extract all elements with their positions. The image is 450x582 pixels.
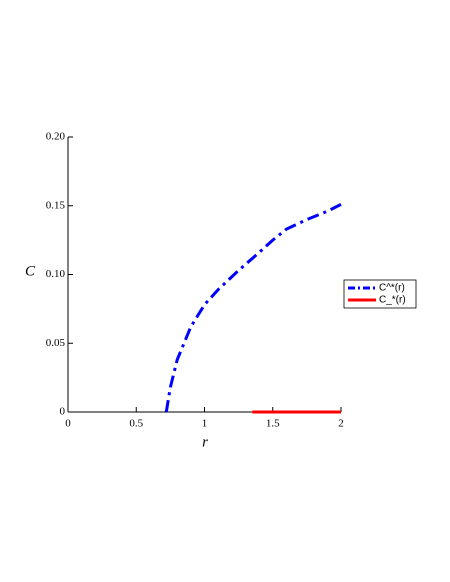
y-tick-label: 0.15 [46, 199, 66, 211]
legend-label: C^*(r) [379, 283, 405, 294]
series-line [164, 203, 342, 413]
legend-label: C_*(r) [379, 295, 406, 306]
x-tick-label: 1 [202, 418, 208, 430]
x-tick-label: 2 [338, 418, 344, 430]
x-axis-label: r [202, 434, 208, 450]
y-tick-label: 0.20 [46, 131, 66, 143]
y-tick-label: 0.05 [46, 337, 66, 349]
y-tick-label: 0.10 [46, 268, 66, 280]
x-tick-label: 0.5 [129, 418, 143, 430]
y-tick-label: 0 [60, 406, 66, 418]
x-tick-label: 1.5 [266, 418, 280, 430]
x-tick-label: 0 [65, 418, 71, 430]
legend-box [343, 279, 417, 309]
y-axis-label: C [25, 263, 36, 279]
